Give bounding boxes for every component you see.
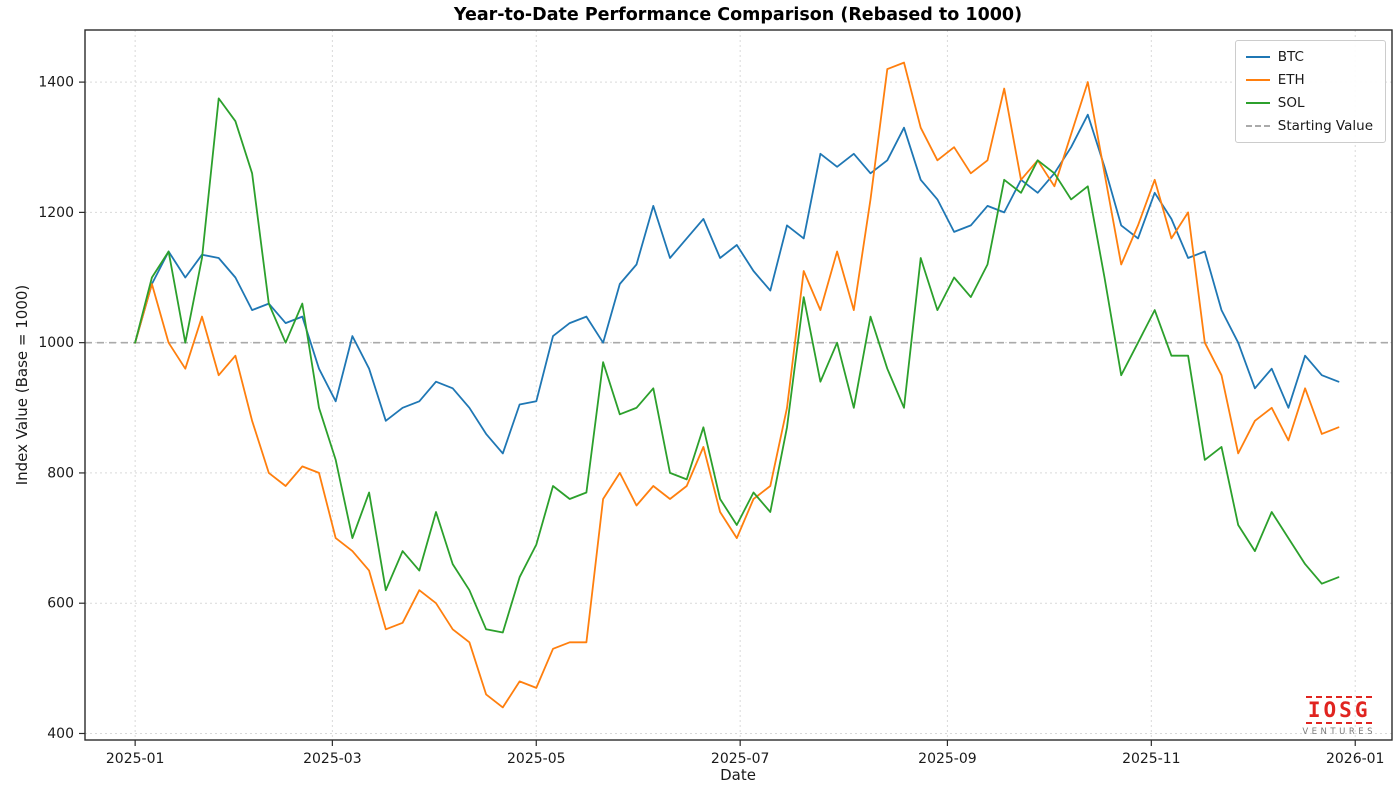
x-tick-label: 2025-07 bbox=[711, 751, 770, 767]
x-tick-label: 2025-05 bbox=[507, 751, 566, 767]
logo-brand-text: IOSG bbox=[1305, 695, 1373, 724]
series-line-btc bbox=[134, 113, 1340, 455]
x-tick-label: 2026-01 bbox=[1326, 751, 1385, 767]
y-tick-label: 1400 bbox=[38, 75, 74, 91]
x-tick-label: 2025-01 bbox=[106, 751, 165, 767]
series-line-eth bbox=[134, 61, 1340, 709]
y-tick-label: 600 bbox=[47, 596, 74, 612]
x-tick-label: 2025-03 bbox=[303, 751, 362, 767]
btc-line-swatch bbox=[1245, 56, 1270, 58]
legend: BTC ETH SOL Starting Value bbox=[1234, 40, 1386, 143]
y-tick-label: 800 bbox=[47, 465, 74, 481]
legend-item-sol: SOL bbox=[1245, 95, 1373, 111]
legend-item-btc: BTC bbox=[1245, 49, 1373, 65]
y-tick-label: 1000 bbox=[38, 335, 74, 351]
legend-item-eth: ETH bbox=[1245, 72, 1373, 88]
legend-label: BTC bbox=[1277, 49, 1304, 65]
legend-label: Starting Value bbox=[1277, 118, 1373, 134]
series-line-sol bbox=[134, 97, 1340, 634]
y-axis-label: Index Value (Base = 1000) bbox=[13, 284, 31, 486]
y-tick-label: 1200 bbox=[38, 205, 74, 221]
iosg-ventures-logo: IOSG VENTURES bbox=[1302, 695, 1376, 737]
logo-subtitle-text: VENTURES bbox=[1302, 727, 1376, 737]
legend-item-starting-value: Starting Value bbox=[1245, 118, 1373, 134]
y-tick-label: 400 bbox=[47, 726, 74, 742]
x-axis-label: Date bbox=[720, 766, 756, 784]
eth-line-swatch bbox=[1245, 79, 1270, 81]
plot-frame bbox=[84, 29, 1393, 741]
legend-label: SOL bbox=[1277, 95, 1305, 111]
x-tick-label: 2025-09 bbox=[918, 751, 977, 767]
legend-label: ETH bbox=[1277, 72, 1305, 88]
sol-line-swatch bbox=[1245, 102, 1270, 104]
starting-value-line-swatch bbox=[1245, 125, 1270, 127]
chart-title: Year-to-Date Performance Comparison (Reb… bbox=[453, 5, 1023, 25]
x-tick-label: 2025-11 bbox=[1122, 751, 1181, 767]
